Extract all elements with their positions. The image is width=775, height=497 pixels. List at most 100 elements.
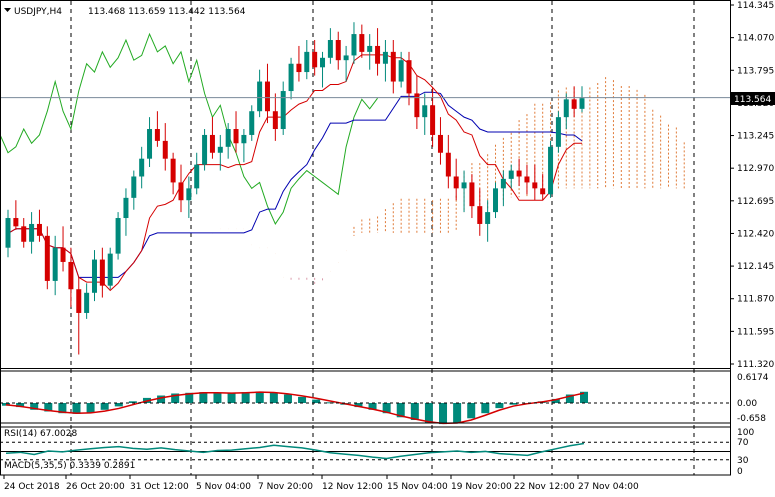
time-axis: 24 Oct 2018 26 Oct 20:00 31 Oct 12:00 5 Nov…: [3, 475, 639, 492]
candle-body: [194, 164, 200, 189]
macd-bar: [128, 401, 137, 403]
price-tick-label: 112.970: [737, 164, 774, 174]
candle-body: [359, 34, 365, 52]
candle-body: [147, 129, 153, 159]
candle-body: [84, 292, 90, 313]
macd-bar: [565, 394, 574, 403]
candle-body: [115, 218, 121, 254]
price-tick-label: 111.320: [737, 360, 774, 370]
candle-body: [320, 57, 326, 68]
symbol-label[interactable]: USDJPY,H4: [14, 7, 62, 17]
candle-body: [99, 259, 105, 286]
rsi-label: RSI(14) 67.0028: [4, 429, 77, 439]
macd-bar: [199, 392, 208, 403]
candle-body: [241, 134, 247, 144]
candle-body: [343, 55, 349, 61]
macd-bar: [354, 403, 363, 408]
price-tick-label: 112.695: [737, 197, 774, 207]
macd-tick-label: -0.658: [737, 414, 766, 424]
candle-body: [60, 247, 66, 262]
candle-body: [288, 63, 294, 92]
candle-body: [508, 170, 514, 179]
current-price-tag: [731, 92, 775, 105]
time-tick-label: 24 Oct 2018: [4, 482, 60, 492]
candle-body: [367, 45, 373, 52]
current-price-value: 113.564: [734, 95, 771, 105]
rsi-tick-label: 30: [737, 456, 749, 466]
dropdown-triangle-icon[interactable]: [4, 8, 11, 12]
candle-body: [375, 45, 381, 64]
price-tick-label: 114.345: [737, 1, 774, 11]
time-tick-label: 22 Nov 12:00: [514, 482, 575, 492]
macd-bar: [283, 394, 292, 403]
candle-body: [430, 105, 436, 135]
macd-bar: [481, 403, 490, 414]
price-tick-label: 114.070: [737, 34, 774, 44]
candle-body: [272, 111, 278, 130]
price-tick-label: 113.795: [737, 66, 774, 76]
macd-bar: [86, 403, 95, 413]
macd-bar: [382, 403, 391, 414]
candle-body: [477, 206, 483, 224]
macd-bar: [396, 403, 405, 418]
time-tick-label: 12 Nov 12:00: [322, 482, 383, 492]
candle-body: [555, 117, 561, 147]
candle-body: [571, 99, 577, 109]
candle-body: [563, 99, 569, 118]
candle-body: [162, 140, 168, 159]
chikou-span: [0, 32, 378, 225]
macd-bar: [298, 396, 307, 403]
ohlc-readout: 113.468 113.659 113.442 113.564: [88, 7, 246, 17]
candle-body: [304, 51, 310, 73]
candle-body: [76, 289, 82, 313]
macd-bar: [439, 403, 448, 425]
candle-body: [422, 105, 428, 118]
candle-body: [453, 176, 459, 189]
candle-body: [68, 261, 74, 290]
candle-body: [382, 51, 388, 64]
price-tick-label: 111.595: [737, 327, 774, 337]
macd-bar: [58, 403, 67, 414]
price-tick-label: 111.870: [737, 295, 774, 305]
candle-body: [414, 93, 420, 118]
candle-body: [485, 212, 491, 224]
candle-body: [154, 129, 160, 141]
macd-bar: [213, 392, 222, 403]
macd-tick-label: 0.6174: [737, 373, 769, 383]
macd-bar: [16, 403, 25, 408]
candle-body: [406, 60, 412, 94]
candle-body: [516, 170, 522, 177]
candlesticks: [5, 22, 585, 355]
candle-body: [91, 259, 97, 293]
candle-body: [532, 182, 538, 189]
macd-bar: [509, 403, 518, 405]
macd-bar: [100, 403, 109, 410]
macd-bar: [269, 392, 278, 403]
candle-body: [579, 98, 585, 109]
candle-body: [437, 134, 443, 153]
candle-body: [469, 182, 475, 207]
candle-body: [327, 40, 333, 58]
vertical-grid: [70, 1, 695, 475]
time-tick-label: 31 Oct 12:00: [130, 482, 189, 492]
macd-bar: [30, 403, 39, 410]
candle-body: [398, 60, 404, 82]
candle-body: [280, 91, 286, 130]
candle-body: [351, 34, 357, 56]
candle-body: [21, 226, 27, 242]
rsi-tick-label: 100: [737, 428, 754, 438]
price-tick-label: 112.145: [737, 262, 774, 272]
macd-bar: [424, 403, 433, 423]
candle-body: [257, 81, 263, 112]
candle-body: [249, 111, 255, 135]
macd-bar: [495, 403, 504, 409]
macd-bar: [312, 399, 321, 403]
main-pane[interactable]: [0, 0, 731, 452]
candle-body: [264, 81, 270, 112]
main-pane-frame: [0, 0, 731, 369]
candle-body: [225, 129, 231, 147]
macd-bar: [227, 393, 236, 403]
macd-bar: [2, 403, 10, 406]
